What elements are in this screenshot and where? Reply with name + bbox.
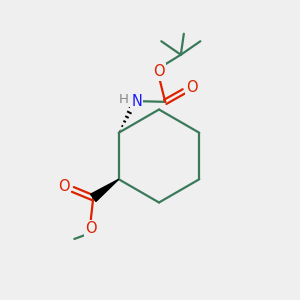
Text: O: O <box>58 179 70 194</box>
Text: H: H <box>119 93 129 106</box>
Text: O: O <box>85 221 97 236</box>
Text: O: O <box>186 80 198 95</box>
Polygon shape <box>91 179 119 202</box>
Text: N: N <box>131 94 142 109</box>
Text: O: O <box>153 64 165 80</box>
